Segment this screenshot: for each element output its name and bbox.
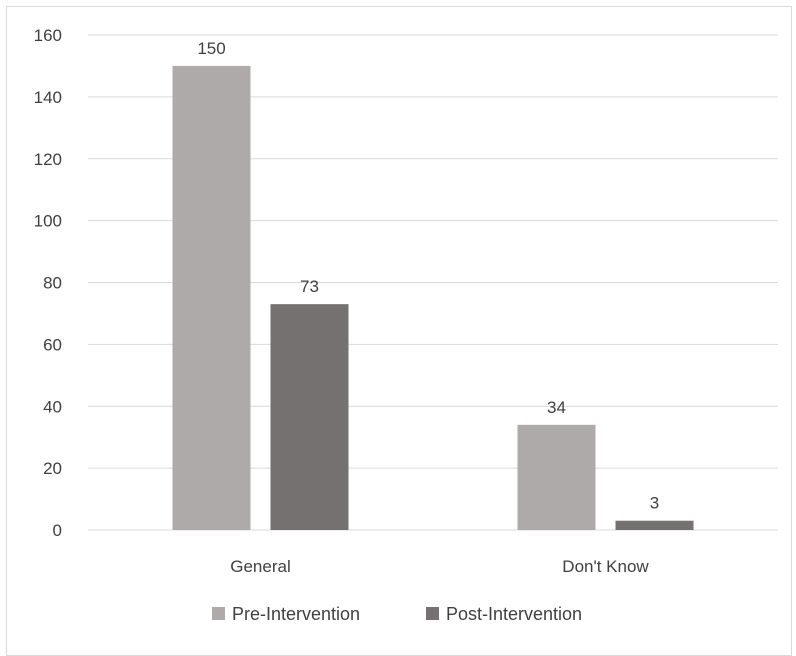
y-tick-label: 120: [34, 150, 62, 169]
data-label: 3: [650, 494, 659, 513]
y-tick-label: 40: [43, 397, 62, 416]
y-tick-label: 100: [34, 212, 62, 231]
y-tick-label: 60: [43, 335, 62, 354]
legend-swatch-0: [212, 607, 225, 620]
data-label: 73: [300, 277, 319, 296]
x-category-label: Don't Know: [562, 557, 649, 576]
y-tick-label: 140: [34, 88, 62, 107]
y-tick-label: 160: [34, 26, 62, 45]
y-tick-label: 80: [43, 274, 62, 293]
data-label: 150: [197, 39, 225, 58]
y-tick-label: 0: [53, 521, 62, 540]
data-label: 34: [547, 398, 566, 417]
bar-pre-1: [517, 424, 596, 530]
chart-frame: [6, 6, 792, 656]
legend-label-1: Post-Intervention: [446, 604, 582, 624]
bar-post-0: [270, 304, 349, 530]
legend-label-0: Pre-Intervention: [232, 604, 360, 624]
bar-pre-0: [172, 65, 251, 530]
x-category-label: General: [230, 557, 290, 576]
legend-swatch-1: [426, 607, 439, 620]
bar-post-1: [615, 520, 694, 530]
y-tick-label: 20: [43, 459, 62, 478]
